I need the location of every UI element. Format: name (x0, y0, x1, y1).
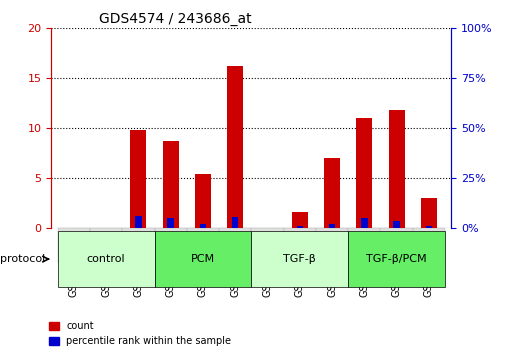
Bar (324, 158, 340, 228)
Text: protocol: protocol (0, 254, 45, 264)
Bar (163, 141, 179, 228)
Bar (388, 110, 405, 228)
FancyBboxPatch shape (348, 231, 445, 287)
FancyBboxPatch shape (58, 231, 154, 287)
FancyBboxPatch shape (348, 228, 381, 263)
Bar (297, 226, 303, 228)
FancyBboxPatch shape (316, 228, 348, 263)
FancyBboxPatch shape (154, 231, 251, 287)
FancyBboxPatch shape (58, 228, 90, 263)
Bar (135, 216, 142, 228)
Bar (195, 174, 211, 228)
FancyBboxPatch shape (154, 228, 187, 263)
Bar (393, 221, 400, 228)
Bar (167, 218, 174, 228)
Bar (421, 198, 437, 228)
Text: TGF-β: TGF-β (283, 254, 316, 264)
Legend: count, percentile rank within the sample: count, percentile rank within the sample (46, 319, 234, 349)
Bar (292, 212, 308, 228)
Bar (227, 66, 243, 228)
FancyBboxPatch shape (381, 228, 413, 263)
FancyBboxPatch shape (284, 228, 316, 263)
Text: GDS4574 / 243686_at: GDS4574 / 243686_at (100, 12, 252, 26)
FancyBboxPatch shape (90, 228, 122, 263)
FancyBboxPatch shape (251, 231, 348, 287)
Bar (232, 217, 239, 228)
FancyBboxPatch shape (122, 228, 154, 263)
Bar (361, 218, 367, 228)
Text: TGF-β/PCM: TGF-β/PCM (366, 254, 427, 264)
FancyBboxPatch shape (413, 228, 445, 263)
Bar (130, 130, 147, 228)
Text: PCM: PCM (191, 254, 215, 264)
Text: control: control (87, 254, 126, 264)
FancyBboxPatch shape (187, 228, 219, 263)
Bar (329, 224, 336, 228)
Bar (356, 118, 372, 228)
FancyBboxPatch shape (251, 228, 284, 263)
FancyBboxPatch shape (219, 228, 251, 263)
Bar (426, 226, 432, 228)
Bar (200, 224, 206, 228)
